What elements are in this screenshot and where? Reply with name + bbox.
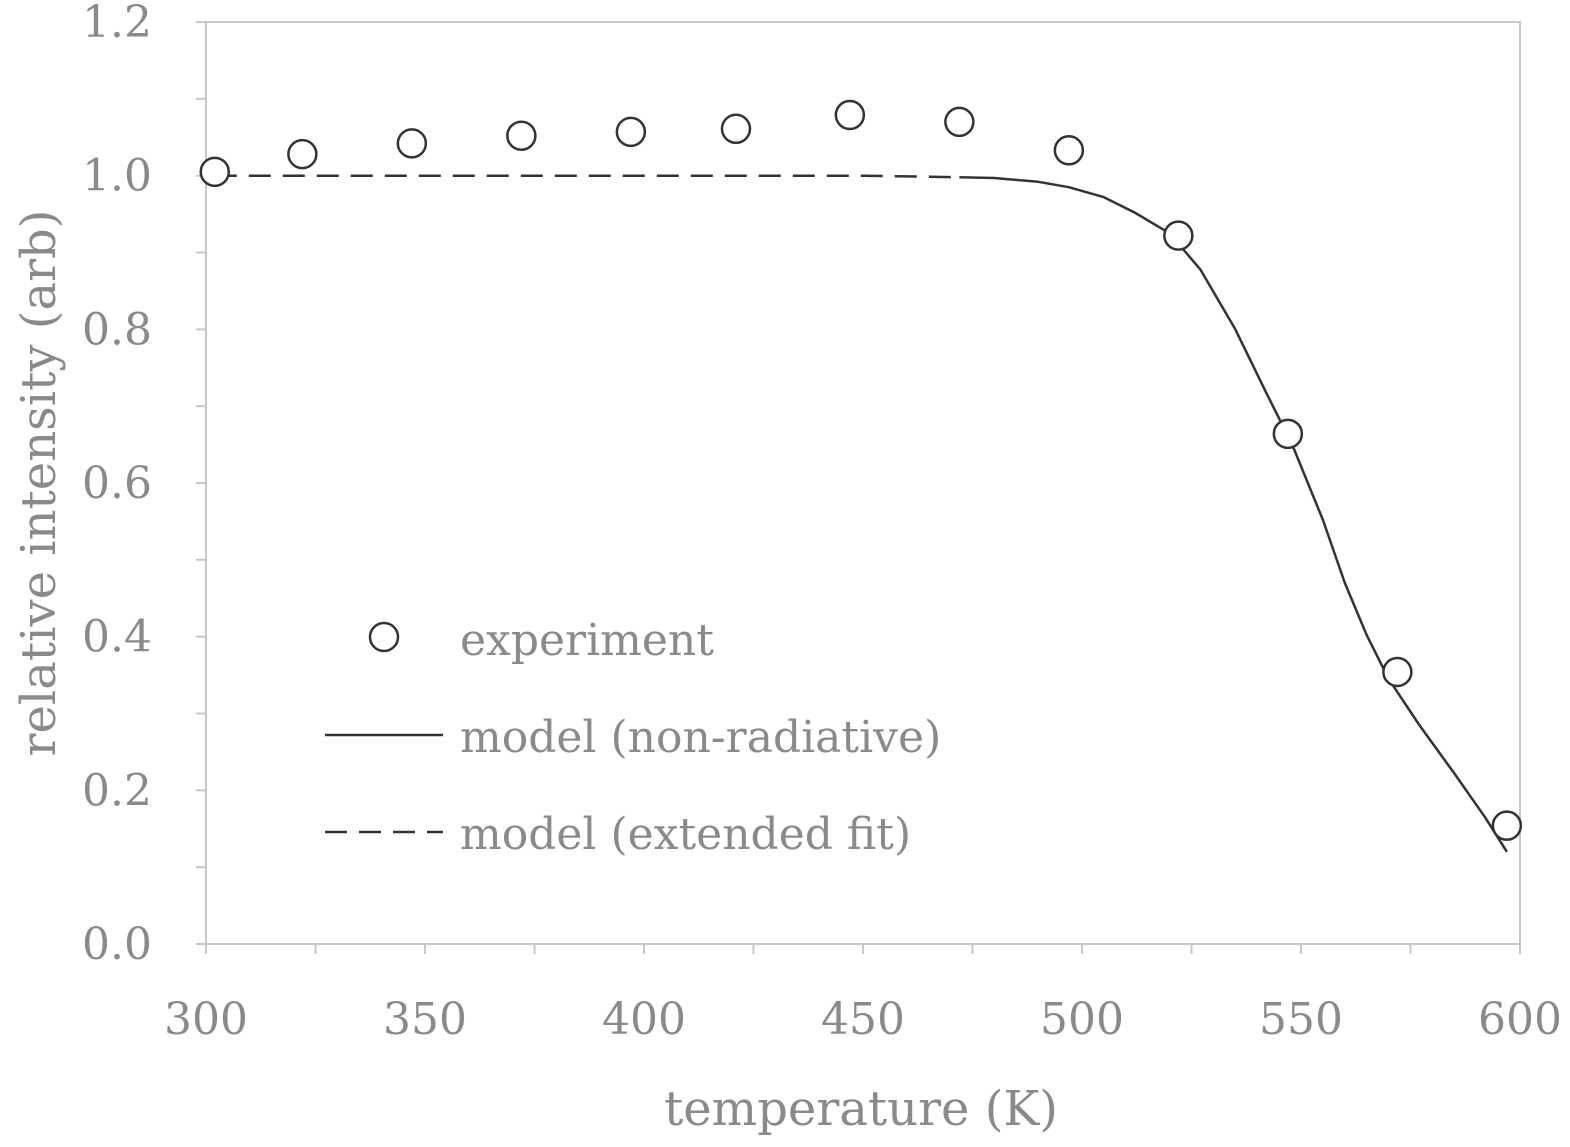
x-tick-label: 300 xyxy=(164,994,248,1045)
y-tick-label: 0.2 xyxy=(82,765,152,816)
y-tick-label: 1.2 xyxy=(82,0,152,48)
y-axis-title: relative intensity (arb) xyxy=(11,209,67,756)
x-tick-label: 450 xyxy=(821,994,905,1045)
series-line-extended-fit xyxy=(214,174,960,179)
legend: experiment model (non-radiative) model (… xyxy=(325,615,941,860)
legend-label-non-radiative: model (non-radiative) xyxy=(460,712,941,763)
axes xyxy=(205,21,1521,945)
data-point xyxy=(720,113,752,145)
tick-marks xyxy=(196,21,1521,954)
series-points xyxy=(199,99,1523,841)
data-point xyxy=(506,120,537,151)
x-tick-label: 350 xyxy=(383,994,467,1045)
data-point xyxy=(1053,135,1085,166)
data-point xyxy=(1491,810,1523,841)
plot-frame xyxy=(205,21,1521,945)
y-tick-labels: 0.0 0.2 0.4 0.6 0.8 1.0 1.2 xyxy=(82,0,152,970)
series-lines xyxy=(214,174,1508,853)
x-tick-label: 550 xyxy=(1259,994,1343,1045)
legend-label-experiment: experiment xyxy=(460,615,714,666)
x-tick-label: 600 xyxy=(1478,994,1562,1045)
data-point xyxy=(1163,220,1194,251)
data-point xyxy=(287,138,318,170)
legend-marker-experiment xyxy=(368,621,400,653)
data-point xyxy=(1272,418,1304,450)
x-tick-labels: 300 350 400 450 500 550 600 xyxy=(164,994,1562,1045)
y-tick-label: 1.0 xyxy=(82,151,152,202)
series-line-non-radiative xyxy=(959,175,1508,853)
legend-label-extended-fit: model (extended fit) xyxy=(460,809,911,860)
y-tick-label: 0.6 xyxy=(82,458,152,509)
x-tick-label: 500 xyxy=(1040,994,1124,1045)
data-point xyxy=(199,156,231,188)
data-point xyxy=(1382,656,1413,688)
data-point xyxy=(944,106,975,138)
x-axis-title: temperature (K) xyxy=(664,1081,1058,1137)
y-tick-label: 0.4 xyxy=(82,612,152,663)
y-tick-label: 0.8 xyxy=(82,304,152,355)
y-tick-label: 0.0 xyxy=(82,919,152,970)
data-point xyxy=(396,128,428,159)
x-tick-label: 400 xyxy=(602,994,686,1045)
data-point xyxy=(834,99,866,131)
data-point xyxy=(615,116,647,148)
